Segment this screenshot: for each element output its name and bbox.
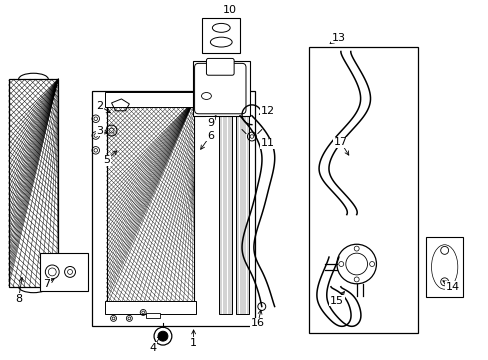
Bar (308, 46, 417, 333)
Bar (41, 253, 88, 291)
Bar (104, 301, 195, 314)
FancyBboxPatch shape (206, 58, 234, 75)
Text: 2: 2 (96, 101, 103, 111)
Text: 7: 7 (42, 279, 50, 289)
Text: 16: 16 (250, 318, 264, 328)
Bar (192, 62, 249, 116)
Text: 17: 17 (333, 138, 347, 148)
Bar (92, 91, 254, 326)
Text: 14: 14 (445, 282, 459, 292)
Text: 10: 10 (223, 5, 237, 15)
Circle shape (158, 331, 167, 341)
Bar (106, 101, 193, 305)
Text: 6: 6 (206, 131, 213, 140)
Bar (146, 314, 160, 318)
Bar (219, 101, 232, 314)
Text: 15: 15 (329, 296, 343, 306)
Bar (425, 237, 463, 297)
Text: 8: 8 (15, 294, 22, 303)
Text: 5: 5 (103, 155, 110, 165)
Text: 13: 13 (331, 33, 345, 43)
FancyBboxPatch shape (194, 63, 245, 114)
Text: 3: 3 (96, 126, 103, 136)
Bar (9, 79, 58, 287)
Bar (104, 92, 195, 107)
Text: 1: 1 (190, 338, 197, 348)
Bar (202, 18, 240, 54)
Bar (236, 101, 248, 314)
Text: 9: 9 (206, 118, 214, 128)
Text: 12: 12 (260, 106, 274, 116)
Text: 11: 11 (260, 139, 274, 148)
Text: 4: 4 (149, 343, 156, 353)
